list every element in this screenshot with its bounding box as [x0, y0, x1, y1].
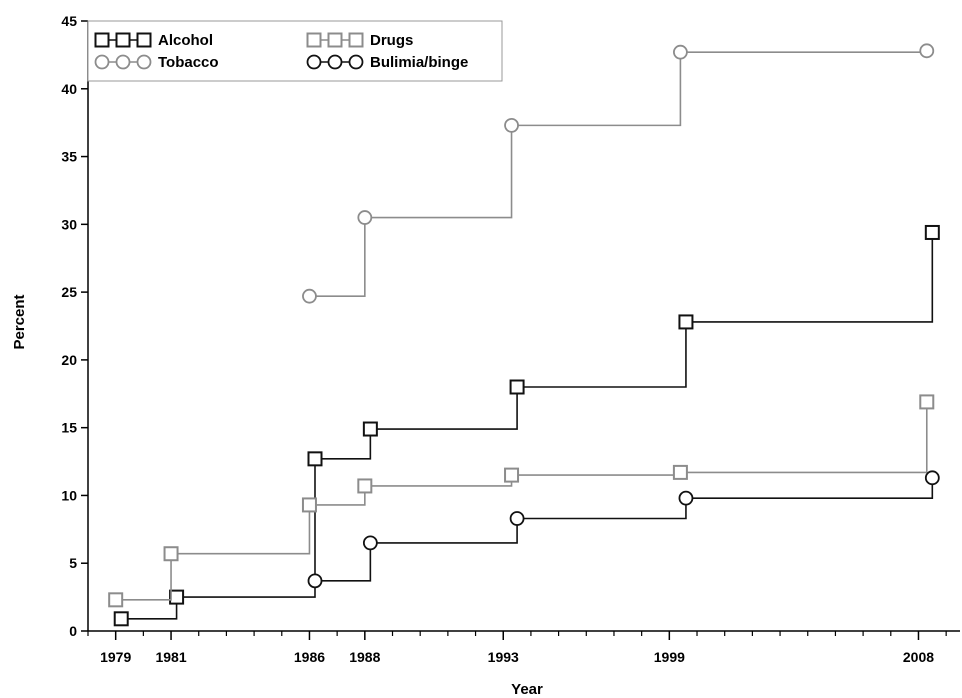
- legend-label-bulimia-binge: Bulimia/binge: [370, 54, 468, 71]
- y-tick-label-10: 10: [61, 487, 77, 503]
- legend-entry-alcohol: Alcohol: [94, 32, 213, 49]
- legend-marker-bulimia-binge-0: [306, 54, 322, 70]
- point-alcohol-3: [362, 421, 378, 437]
- point-drugs-0: [108, 592, 124, 608]
- point-alcohol-6: [924, 224, 940, 240]
- point-bulimia-binge-2: [509, 511, 525, 526]
- point-tobacco-4: [919, 43, 935, 59]
- y-tick-label-35: 35: [61, 149, 77, 165]
- legend-marker-bulimia-binge-1: [327, 54, 343, 70]
- series-alcohol: [113, 224, 940, 627]
- x-tick-label-1988: 1988: [349, 649, 380, 665]
- point-drugs-3: [357, 478, 373, 494]
- point-alcohol-2: [307, 451, 323, 467]
- legend-label-alcohol: Alcohol: [158, 32, 213, 49]
- y-tick-label-20: 20: [61, 352, 77, 368]
- series-drugs: [108, 394, 935, 608]
- y-tick-label-30: 30: [61, 216, 77, 232]
- y-tick-label-15: 15: [61, 420, 77, 436]
- y-axis-title: Percent: [11, 294, 28, 349]
- point-bulimia-binge-0: [307, 573, 323, 589]
- point-alcohol-0: [113, 611, 129, 627]
- series-line-drugs: [115, 401, 928, 601]
- legend-label-drugs: Drugs: [370, 32, 413, 49]
- legend-marker-tobacco-1: [115, 54, 131, 70]
- legend-label-tobacco: Tobacco: [158, 54, 219, 71]
- point-tobacco-2: [504, 117, 519, 133]
- legend-marker-alcohol-0: [94, 32, 110, 48]
- point-bulimia-binge-3: [678, 490, 694, 506]
- legend-marker-bulimia-binge-2: [348, 54, 364, 70]
- legend-marker-alcohol-1: [115, 32, 131, 48]
- y-tick-label-5: 5: [69, 555, 77, 571]
- y-tick-label-25: 25: [61, 284, 77, 300]
- point-drugs-4: [504, 467, 520, 483]
- y-tick-label-0: 0: [69, 623, 77, 639]
- legend-marker-drugs-1: [327, 32, 343, 48]
- axes: 0 5 10 15 20 25 30 35 40 45 1979 1981 1986 1988 1993 19…: [61, 13, 960, 665]
- series-line-tobacco: [309, 50, 928, 297]
- legend-marker-tobacco-0: [94, 54, 110, 70]
- point-bulimia-binge-1: [362, 535, 378, 551]
- legend-marker-alcohol-2: [136, 32, 152, 48]
- point-tobacco-3: [673, 44, 688, 60]
- legend-entry-drugs: Drugs: [306, 32, 413, 49]
- series-bulimia-binge: [307, 470, 940, 589]
- point-alcohol-5: [678, 314, 694, 330]
- x-tick-label-2008: 2008: [903, 649, 934, 665]
- x-axis-title: Year: [511, 681, 543, 698]
- point-drugs-5: [672, 464, 688, 480]
- series-line-bulimia-binge: [314, 477, 934, 582]
- legend-marker-drugs-2: [348, 32, 364, 48]
- point-tobacco-0: [302, 288, 317, 304]
- point-drugs-1: [163, 546, 179, 562]
- legend-marker-tobacco-2: [136, 54, 152, 70]
- point-drugs-2: [301, 497, 317, 513]
- series-layer: [108, 43, 940, 627]
- point-drugs-6: [919, 394, 935, 410]
- x-tick-label-1999: 1999: [654, 649, 685, 665]
- legend-entry-tobacco: Tobacco: [94, 54, 219, 71]
- x-tick-label-1979: 1979: [100, 649, 131, 665]
- x-tick-label-1993: 1993: [488, 649, 519, 665]
- point-bulimia-binge-4: [924, 470, 940, 486]
- legend-box: [87, 20, 503, 82]
- point-tobacco-1: [357, 210, 373, 225]
- legend: Alcohol Drugs Tobacco Bulimia/binge: [87, 20, 503, 82]
- series-tobacco: [302, 43, 935, 304]
- point-alcohol-4: [509, 379, 525, 395]
- y-tick-label-45: 45: [61, 13, 77, 29]
- series-line-alcohol: [121, 232, 934, 620]
- y-tick-label-40: 40: [61, 81, 77, 97]
- legend-entry-bulimia-binge: Bulimia/binge: [306, 54, 468, 71]
- x-tick-label-1986: 1986: [294, 649, 325, 665]
- legend-marker-drugs-0: [306, 32, 322, 48]
- point-alcohol-1: [169, 589, 185, 605]
- x-tick-label-1981: 1981: [155, 649, 186, 665]
